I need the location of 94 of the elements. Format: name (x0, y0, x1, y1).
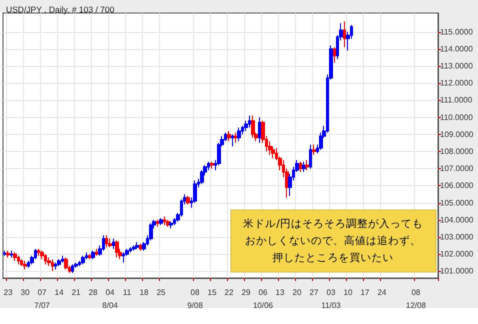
candlestick (156, 219, 159, 228)
y-tick-label: 101.0000 (440, 266, 474, 276)
candlestick (163, 216, 166, 226)
candlestick (258, 116, 261, 144)
y-tick-label: 107.0000 (440, 164, 474, 174)
y-tick-label: 108.0000 (440, 146, 474, 156)
candlestick (302, 161, 306, 172)
y-tick-label: 104.0000 (440, 215, 474, 224)
candlestick (54, 262, 57, 270)
x-tick-label: 22 (224, 288, 234, 297)
y-tick-label: 106.0000 (440, 181, 474, 190)
y-tick-label: 102.0000 (440, 250, 474, 259)
candlestick (10, 250, 13, 258)
candlestick (309, 144, 312, 170)
candlestick (13, 252, 17, 262)
candlestick (210, 161, 214, 170)
candlestick (166, 219, 170, 228)
x-tick-label: 29 (242, 288, 251, 297)
x-tick-label: 25 (156, 288, 166, 297)
x-tick-label: 15 (208, 288, 217, 297)
y-tick-label: 109.0000 (440, 130, 474, 139)
candlestick (227, 130, 231, 142)
candlestick (159, 218, 163, 226)
candlestick (169, 221, 173, 229)
y-tick-label: 114.0000 (440, 44, 474, 54)
x-tick-label: 04 8/04 (102, 288, 118, 310)
x-tick-label: 18 (140, 288, 150, 297)
x-tick-label: 20 (292, 288, 302, 297)
candlestick (44, 254, 47, 265)
candlestick (305, 160, 309, 171)
x-tick-label: 10 (343, 288, 353, 297)
candlestick (105, 234, 108, 248)
candlestick (112, 238, 115, 250)
x-tick-label: 21 (72, 288, 82, 297)
candlestick (37, 248, 40, 256)
x-tick-label: 17 (360, 288, 370, 297)
candlestick (333, 46, 336, 64)
candlestick (132, 245, 136, 252)
chart-title: USD/JPY , Daily, # 103 / 700 (6, 4, 115, 14)
candlestick (51, 258, 54, 272)
annotation: 米ドル/円はそろそろ調整が入っても (243, 217, 423, 230)
candlestick (186, 195, 190, 205)
candlestick (237, 127, 241, 142)
candlestick (20, 258, 23, 267)
y-tick-label: 105.0000 (440, 198, 474, 208)
candlestick (95, 248, 98, 256)
candlestick (71, 264, 74, 274)
candlestick (91, 250, 95, 260)
candlestick (343, 21, 346, 48)
x-tick-label: 30 (20, 288, 30, 297)
candlestick (64, 256, 68, 270)
candlestick (312, 144, 316, 156)
x-tick-label: 14 (54, 288, 64, 297)
candlestick (88, 254, 91, 260)
x-tick-label: 24 (377, 288, 387, 297)
x-tick-label: 03 11/03 (321, 288, 342, 310)
candlestick (57, 258, 61, 267)
candlestick (17, 255, 20, 265)
candlestick (27, 260, 30, 268)
y-tick-label: 103.0000 (440, 232, 474, 242)
annotation: 押したところを買いたい (272, 252, 394, 264)
candlestick (139, 243, 142, 252)
candlestick (135, 242, 139, 250)
y-tick-label: 110.0000 (440, 112, 474, 122)
candlestick (234, 132, 238, 144)
y-tick-label: 111.0000 (440, 96, 473, 105)
candlestick (122, 252, 125, 264)
candlestick (248, 115, 251, 128)
candlestick (47, 256, 51, 267)
x-tick-label: 27 (310, 288, 319, 297)
candlestick (108, 238, 112, 248)
x-tick-label: 07 7/07 (34, 288, 50, 310)
candlestick (3, 250, 6, 256)
candlestick (23, 260, 27, 270)
x-tick-label: 23 (4, 288, 14, 297)
candlestick (81, 255, 85, 265)
x-tick-label: 08 12/08 (406, 288, 426, 310)
x-tick-label: 13 (276, 288, 285, 297)
candlestick (129, 246, 132, 253)
candlestick (61, 255, 64, 264)
annotation: おかしくないので、高値は追わず、 (245, 234, 421, 247)
candlestick (6, 250, 10, 258)
y-tick-label: 113.0000 (440, 62, 474, 70)
y-tick-label: 112.0000 (440, 78, 474, 88)
candlestick (251, 115, 255, 138)
x-tick-label: 11 (122, 288, 132, 297)
x-tick-label: 06 10/06 (252, 288, 274, 310)
y-tick-label: 115.0000 (440, 27, 474, 36)
x-tick-label: 28 (88, 288, 98, 297)
candlestick (299, 161, 302, 172)
x-tick-label: 08 9/08 (187, 288, 204, 310)
candlestick (78, 260, 81, 267)
candlestick (115, 240, 119, 258)
candlestick (231, 134, 234, 147)
